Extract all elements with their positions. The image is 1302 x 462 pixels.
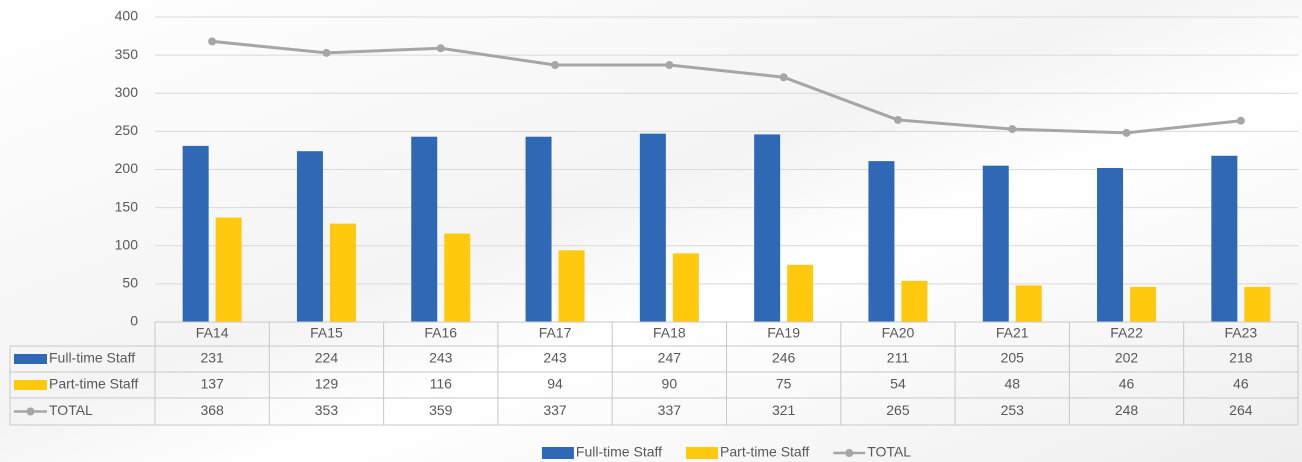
- bar: [329, 223, 356, 322]
- table-cell: 243: [543, 350, 567, 366]
- table-cell: 264: [1229, 402, 1253, 418]
- table-cell: 265: [886, 402, 910, 418]
- bar: [558, 250, 585, 322]
- bar: [182, 145, 209, 322]
- table-cell: 46: [1233, 376, 1249, 392]
- bar: [982, 165, 1009, 322]
- table-cell: 48: [1004, 376, 1020, 392]
- line: [212, 39, 1242, 135]
- legend-label: TOTAL: [867, 444, 911, 460]
- x-tick-label: FA15: [310, 325, 343, 341]
- bar: [411, 136, 438, 322]
- table-cell: 54: [890, 376, 906, 392]
- bar: [1130, 286, 1157, 322]
- legend-key: [26, 407, 35, 416]
- line-marker: [551, 61, 560, 70]
- y-tick-label: 150: [115, 198, 139, 214]
- y-tick-label: 350: [115, 46, 139, 62]
- bar: [868, 161, 895, 322]
- x-tick-label: FA20: [882, 325, 915, 341]
- y-tick-label: 400: [115, 8, 139, 24]
- table-cell: 202: [1115, 350, 1139, 366]
- bar: [1211, 155, 1238, 322]
- bar: [787, 264, 814, 322]
- table-cell: 253: [1001, 402, 1025, 418]
- line-marker: [779, 73, 788, 82]
- legend-key: [541, 447, 574, 459]
- bar: [639, 133, 666, 322]
- y-tick-label: 300: [115, 84, 139, 100]
- y-tick-label: 0: [130, 313, 138, 329]
- x-tick-label: FA22: [1110, 325, 1143, 341]
- legend-key: [845, 449, 854, 457]
- x-tick-label: FA16: [424, 325, 457, 341]
- table-row-label: TOTAL: [49, 402, 93, 418]
- table-cell: 90: [662, 376, 678, 392]
- y-tick-label: 200: [115, 160, 139, 176]
- table-cell: 248: [1115, 402, 1139, 418]
- bar: [1244, 286, 1271, 322]
- y-tick-label: 250: [115, 122, 139, 138]
- legend-label: Part-time Staff: [720, 444, 809, 460]
- legend-label: Full-time Staff: [576, 444, 662, 460]
- bar: [754, 134, 781, 322]
- table-cell: 337: [658, 402, 682, 418]
- table-cell: 359: [429, 402, 453, 418]
- table-cell: 231: [200, 350, 224, 366]
- line-marker: [893, 115, 902, 124]
- table-cell: 205: [1001, 350, 1025, 366]
- x-tick-label: FA14: [196, 325, 229, 341]
- bar: [1097, 167, 1124, 322]
- legend-key: [14, 380, 47, 390]
- legend-key: [14, 354, 47, 364]
- table-cell: 211: [887, 350, 910, 366]
- table-cell: 243: [429, 350, 453, 366]
- table-cell: 94: [547, 376, 563, 392]
- x-tick-label: FA21: [996, 325, 1029, 341]
- line-marker: [436, 44, 445, 53]
- legend-key: [686, 447, 719, 459]
- table-cell: 116: [430, 376, 453, 392]
- x-tick-label: FA17: [539, 325, 572, 341]
- line-marker: [1236, 116, 1245, 125]
- bar: [901, 280, 928, 322]
- legend: Full-time Staff Part-time Staff TOTAL: [541, 444, 911, 460]
- line-marker: [1008, 125, 1017, 134]
- line-marker: [665, 61, 674, 70]
- y-tick-label: 50: [122, 275, 138, 291]
- table-cell: 46: [1119, 376, 1135, 392]
- bar: [525, 136, 552, 322]
- table-cell: 137: [200, 376, 224, 392]
- table-cell: 247: [658, 350, 682, 366]
- table-row-label: Full-time Staff: [49, 350, 135, 366]
- table-cell: 337: [543, 402, 567, 418]
- x-tick-label: FA23: [1224, 325, 1257, 341]
- line-marker: [208, 37, 217, 46]
- table-cell: 218: [1229, 350, 1253, 366]
- table-cell: 224: [315, 350, 339, 366]
- x-tick-label: FA18: [653, 325, 686, 341]
- table-cell: 129: [315, 376, 339, 392]
- x-tick-label: FA19: [767, 325, 800, 341]
- line-marker: [322, 48, 331, 57]
- bar: [296, 151, 323, 322]
- table-cell: 368: [200, 402, 224, 418]
- bar: [672, 253, 699, 322]
- y-tick-label: 100: [115, 236, 139, 252]
- bar: [1015, 285, 1042, 322]
- table-cell: 321: [772, 402, 796, 418]
- table-row-label: Part-time Staff: [49, 376, 138, 392]
- bar: [444, 233, 471, 322]
- table-cell: 246: [772, 350, 796, 366]
- line-marker: [1122, 128, 1131, 137]
- table-cell: 75: [776, 376, 792, 392]
- table-cell: 353: [315, 402, 339, 418]
- bar: [215, 217, 242, 322]
